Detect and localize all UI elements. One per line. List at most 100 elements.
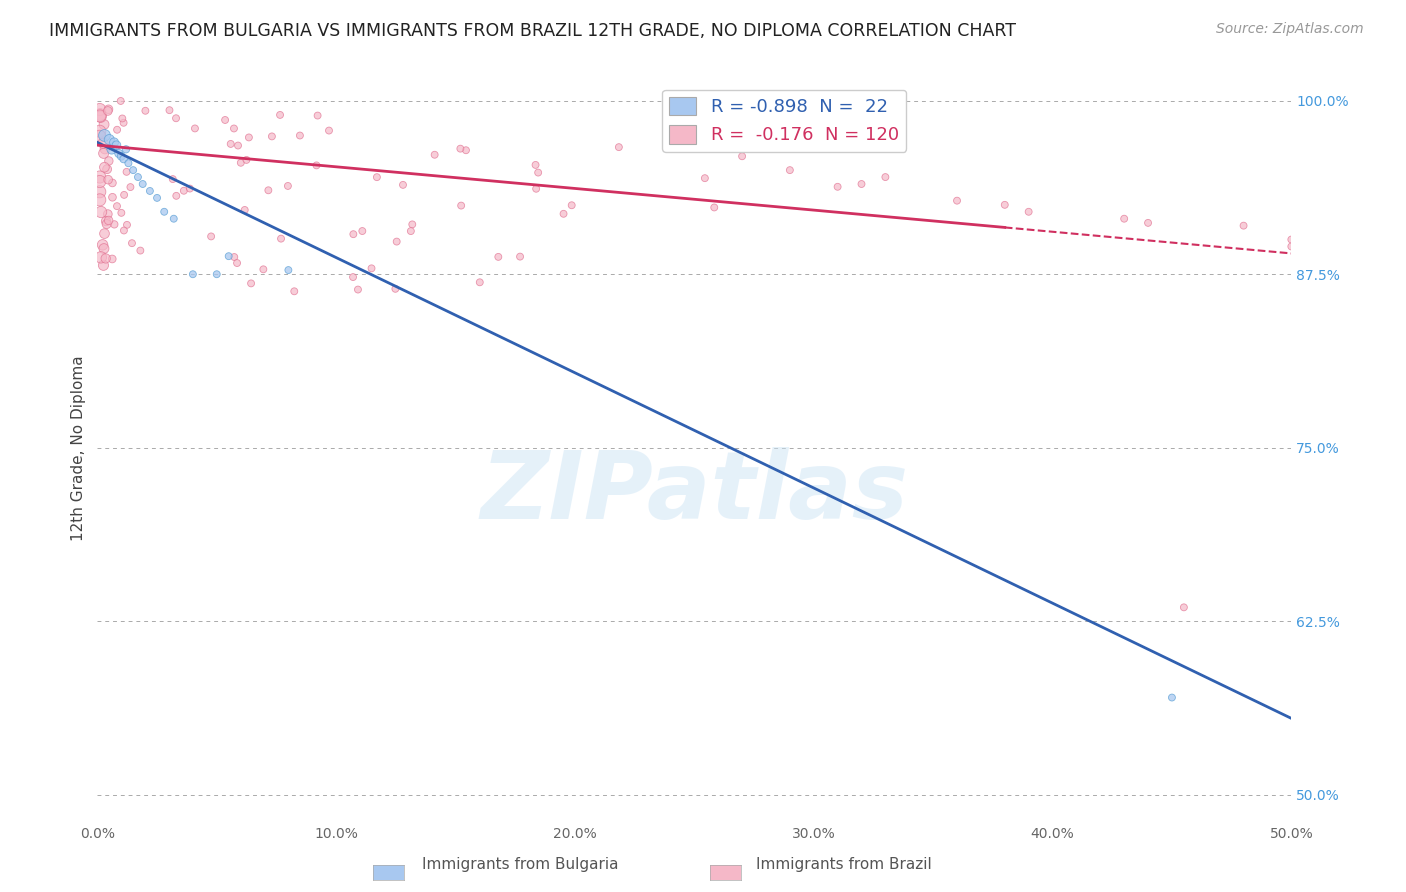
Point bbox=[112, 152, 135, 166]
Point bbox=[509, 250, 531, 264]
Point bbox=[110, 149, 132, 163]
Text: Source: ZipAtlas.com: Source: ZipAtlas.com bbox=[1216, 22, 1364, 37]
Point bbox=[101, 252, 124, 266]
Point bbox=[89, 110, 111, 124]
Point bbox=[238, 130, 260, 145]
Point bbox=[260, 129, 283, 144]
Point bbox=[97, 102, 120, 116]
Point bbox=[105, 138, 128, 153]
Point bbox=[127, 170, 149, 185]
Point bbox=[277, 263, 299, 277]
Point bbox=[1161, 690, 1184, 705]
Point bbox=[89, 174, 111, 188]
Point bbox=[277, 178, 299, 193]
Point bbox=[132, 177, 155, 191]
Point bbox=[94, 252, 117, 266]
Point bbox=[305, 158, 328, 172]
Point bbox=[731, 149, 754, 163]
Point bbox=[1018, 204, 1040, 219]
Point bbox=[93, 258, 115, 272]
Point bbox=[101, 176, 124, 190]
Point bbox=[97, 103, 120, 118]
Point bbox=[93, 128, 115, 143]
Point bbox=[257, 183, 280, 197]
Point bbox=[93, 242, 115, 256]
Point bbox=[524, 182, 547, 196]
Point bbox=[165, 189, 187, 203]
Point bbox=[162, 172, 184, 186]
Point bbox=[89, 109, 111, 123]
Point bbox=[110, 94, 132, 108]
Point bbox=[163, 211, 186, 226]
Point bbox=[226, 138, 249, 153]
Point bbox=[270, 232, 292, 246]
Point bbox=[283, 285, 305, 299]
Point bbox=[89, 124, 111, 138]
Point bbox=[392, 178, 415, 192]
Point bbox=[90, 205, 112, 219]
Y-axis label: 12th Grade, No Diploma: 12th Grade, No Diploma bbox=[72, 355, 86, 541]
Point bbox=[486, 250, 509, 264]
Point bbox=[112, 187, 135, 202]
Point bbox=[89, 129, 111, 144]
Point bbox=[91, 136, 114, 150]
Point bbox=[252, 262, 274, 277]
Point bbox=[288, 128, 311, 143]
Point bbox=[89, 103, 111, 117]
Point bbox=[385, 235, 408, 249]
Point bbox=[105, 199, 128, 213]
Point bbox=[120, 180, 142, 194]
Point bbox=[115, 218, 138, 232]
Point bbox=[205, 267, 228, 281]
Point bbox=[352, 224, 374, 238]
Point bbox=[159, 103, 181, 118]
Point bbox=[1137, 216, 1160, 230]
Point bbox=[360, 261, 382, 276]
Point bbox=[307, 109, 329, 123]
Point bbox=[1114, 211, 1136, 226]
Point bbox=[200, 229, 222, 244]
Point bbox=[218, 249, 240, 263]
Point bbox=[103, 218, 125, 232]
Point bbox=[97, 172, 120, 186]
Point bbox=[93, 146, 115, 161]
Point bbox=[693, 171, 716, 186]
Point bbox=[342, 227, 364, 242]
Point bbox=[98, 133, 121, 147]
Point bbox=[229, 155, 252, 169]
Point bbox=[96, 162, 118, 177]
Point bbox=[827, 179, 849, 194]
Point bbox=[91, 237, 114, 252]
Point bbox=[100, 142, 122, 156]
Text: ZIPatlas: ZIPatlas bbox=[481, 447, 908, 539]
Point bbox=[399, 224, 422, 238]
Point bbox=[366, 170, 388, 185]
Point bbox=[90, 251, 112, 265]
Point bbox=[93, 118, 115, 132]
Point bbox=[454, 143, 477, 157]
Point bbox=[89, 185, 111, 199]
Point bbox=[146, 191, 169, 205]
Point bbox=[103, 136, 125, 150]
Point bbox=[269, 108, 291, 122]
Point bbox=[851, 177, 873, 191]
Point bbox=[342, 270, 364, 285]
Point bbox=[233, 202, 256, 217]
Point bbox=[994, 198, 1017, 212]
Point bbox=[553, 207, 575, 221]
Text: Immigrants from Bulgaria: Immigrants from Bulgaria bbox=[422, 857, 619, 872]
Point bbox=[122, 163, 145, 178]
Point bbox=[173, 184, 195, 198]
Point bbox=[97, 207, 120, 221]
Point bbox=[105, 122, 128, 136]
Point bbox=[214, 113, 236, 128]
Point bbox=[117, 156, 139, 170]
Point bbox=[94, 142, 117, 156]
Point bbox=[110, 206, 132, 220]
Point bbox=[946, 194, 969, 208]
Point bbox=[111, 112, 134, 126]
Point bbox=[1279, 239, 1302, 253]
Point bbox=[384, 282, 406, 296]
Point bbox=[468, 275, 491, 289]
Point bbox=[153, 204, 176, 219]
